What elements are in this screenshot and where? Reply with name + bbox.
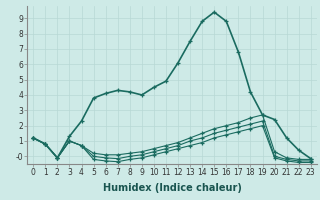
X-axis label: Humidex (Indice chaleur): Humidex (Indice chaleur): [103, 183, 241, 193]
